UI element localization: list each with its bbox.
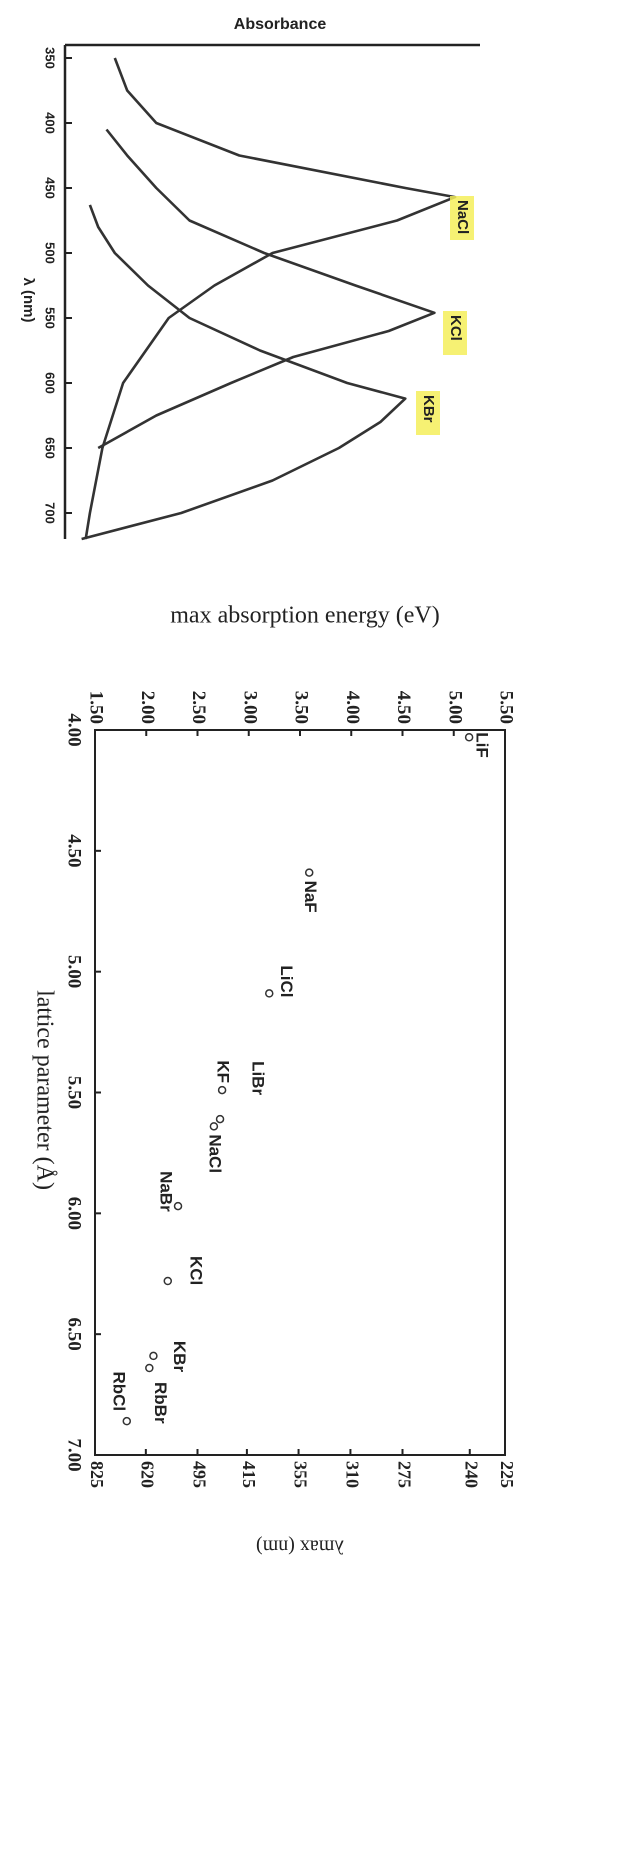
data-point <box>217 1085 227 1095</box>
y2-tick-label: 310 <box>342 1461 362 1488</box>
x-tick-label: 5.50 <box>64 1076 85 1109</box>
x-tick-label: 600 <box>43 372 58 394</box>
y-tick-label: 1.50 <box>86 691 107 724</box>
data-point <box>145 1363 154 1373</box>
y-tick-label: 3.00 <box>239 691 260 724</box>
x-tick-label: 350 <box>43 47 58 69</box>
y-axis-label: Absorbance <box>234 16 327 33</box>
x-tick-label: 400 <box>43 112 58 134</box>
y-tick-label: 4.00 <box>342 691 363 724</box>
x-tick-label: 650 <box>43 437 58 459</box>
y2-tick-label: 825 <box>87 1461 107 1488</box>
x-tick-label: 4.00 <box>64 713 85 746</box>
point-label: RbCl <box>109 1371 128 1411</box>
y-tick-label: 4.50 <box>393 691 414 724</box>
x-axis-label: λ (nm) <box>20 278 37 323</box>
data-point <box>173 1201 183 1211</box>
data-point <box>163 1276 173 1286</box>
energy-chart: max absorption energy (eV) lattice param… <box>31 603 516 1558</box>
y-axis-label: max absorption energy (eV) <box>170 603 439 629</box>
label-highlight <box>450 196 474 240</box>
y2-axis-label: λmax (nm) <box>256 1535 344 1557</box>
point-label: NaCl <box>205 1134 224 1173</box>
y2-tick-label: 415 <box>239 1461 259 1488</box>
y-tick-label: 5.50 <box>496 691 517 724</box>
x-tick-label: 450 <box>43 177 58 199</box>
x-tick-label: 550 <box>43 307 58 329</box>
data-point <box>209 1122 219 1131</box>
point-label: LiCl <box>277 965 296 997</box>
series-label: KCl <box>447 315 464 341</box>
point-label: LiF <box>473 732 492 758</box>
label-highlight <box>416 391 440 435</box>
point-label: KCl <box>186 1256 205 1285</box>
point-label: NaF <box>301 881 320 913</box>
spectrum-line <box>84 57 457 540</box>
series-label: NaCl <box>454 200 471 234</box>
x-axis-label: lattice parameter (Å) <box>31 990 57 1190</box>
data-point <box>149 1351 158 1361</box>
x-tick-label: 5.00 <box>64 955 85 988</box>
label-highlight <box>443 311 467 355</box>
x-tick-label: 7.00 <box>64 1438 85 1471</box>
y-tick-label: 5.00 <box>444 691 465 724</box>
y2-tick-label: 240 <box>462 1461 482 1488</box>
y-tick-label: 2.00 <box>137 691 158 724</box>
x-tick-label: 700 <box>43 502 58 524</box>
x-tick-label: 6.00 <box>64 1197 85 1230</box>
y-tick-label: 3.50 <box>291 691 312 724</box>
series-label: KBr <box>420 395 437 423</box>
data-point <box>122 1416 132 1426</box>
point-label: RbBr <box>151 1382 170 1424</box>
spectrum-line <box>81 204 407 541</box>
point-label: NaBr <box>157 1171 176 1212</box>
y2-tick-label: 355 <box>290 1461 310 1488</box>
y2-tick-label: 275 <box>394 1461 414 1488</box>
x-tick-label: 6.50 <box>64 1318 85 1351</box>
y2-tick-label: 225 <box>497 1461 517 1488</box>
spectrum-line <box>97 128 436 450</box>
data-point <box>304 868 314 877</box>
y2-tick-label: 495 <box>189 1461 209 1488</box>
point-label: LiBr <box>249 1061 268 1095</box>
data-point <box>265 989 274 998</box>
y-tick-label: 2.50 <box>188 691 209 724</box>
point-label: KBr <box>170 1341 189 1373</box>
x-tick-label: 500 <box>43 242 58 264</box>
data-point <box>215 1114 225 1124</box>
absorbance-chart: Absorbance λ (nm) 350 400 450 500 550 600 650 7… <box>20 16 480 541</box>
data-point <box>464 733 474 742</box>
y2-tick-label: 620 <box>138 1461 158 1488</box>
x-tick-label: 4.50 <box>64 834 85 867</box>
point-label: KF <box>214 1060 233 1083</box>
